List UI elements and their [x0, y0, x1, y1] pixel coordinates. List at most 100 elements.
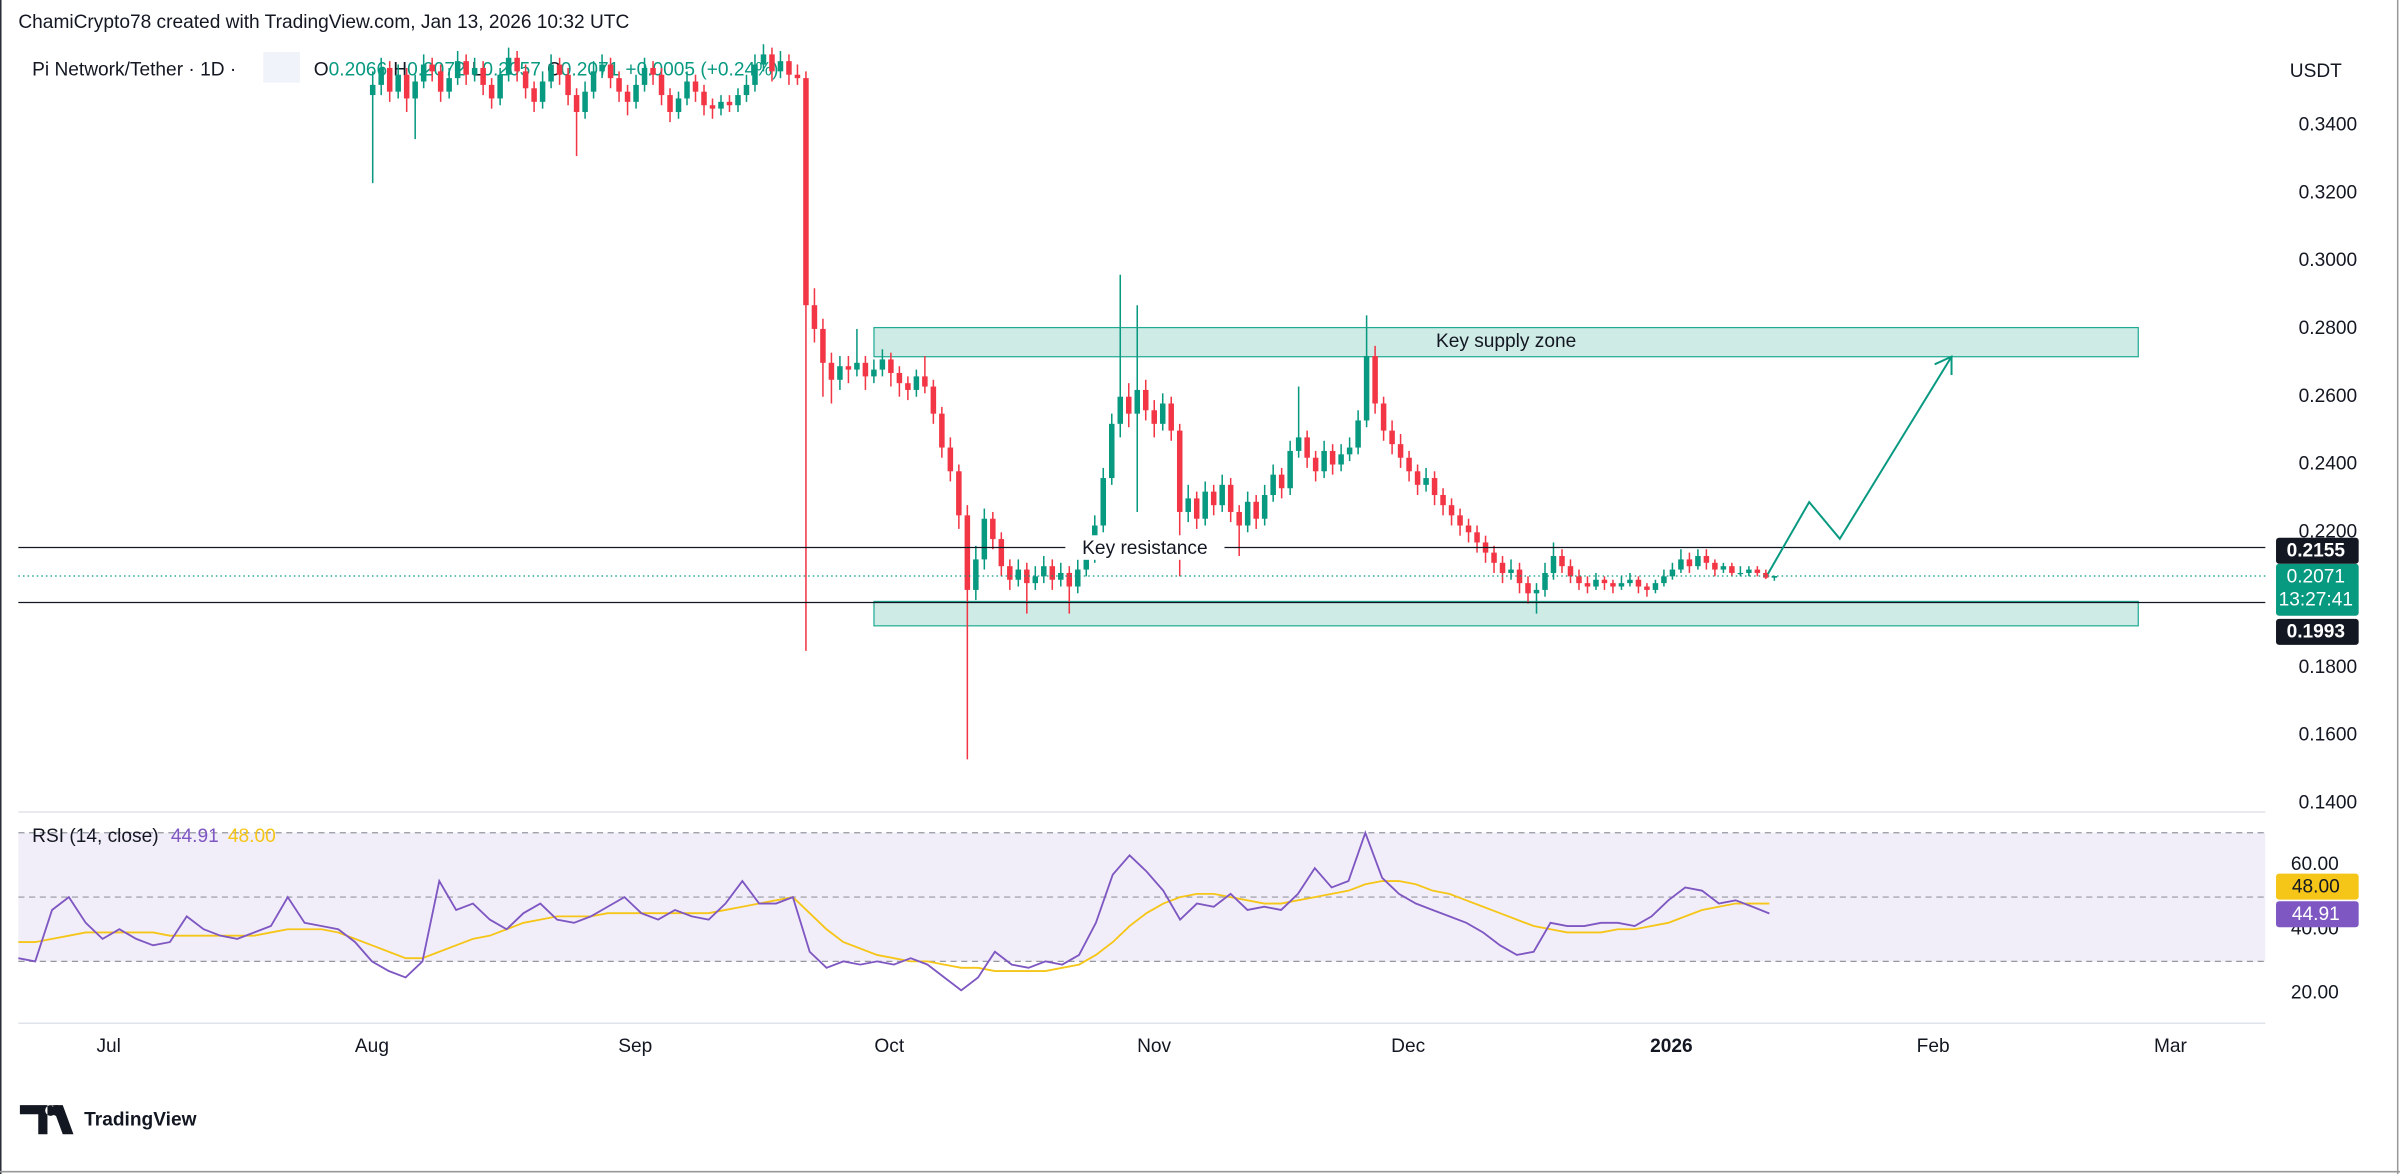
ohlc-label: O [314, 59, 329, 80]
candle-body [828, 362, 835, 380]
candle-body [1210, 491, 1217, 506]
rsi-badge [2276, 873, 2359, 900]
candle-body [1525, 583, 1531, 594]
candle-body [1346, 447, 1353, 455]
current-price: 0.2071 [2287, 567, 2345, 588]
candle-body [1746, 569, 1752, 573]
candle-body [1295, 437, 1302, 451]
candle-body [1763, 572, 1769, 578]
candle-body [862, 362, 869, 377]
candle-body [616, 78, 622, 92]
y-tick-label: 0.1800 [2299, 657, 2358, 678]
candle-body [531, 88, 537, 102]
candle-body [735, 95, 741, 106]
candle-body [1304, 437, 1310, 458]
candle-body [1499, 562, 1506, 573]
candle-body [1576, 576, 1582, 584]
candle-body [964, 515, 971, 590]
zone [873, 326, 2139, 358]
y-tick-label: 0.3200 [2299, 182, 2358, 203]
candle-body [913, 376, 920, 390]
attribution: ChamiCrypto78 created with TradingView.c… [18, 12, 629, 33]
candle-body [1508, 569, 1514, 573]
x-tick-label: Mar [2154, 1036, 2188, 1057]
candle-body [718, 101, 724, 109]
candle-body [930, 386, 937, 414]
candle-body [803, 78, 809, 306]
candle-body [1049, 566, 1056, 580]
candle-body [1686, 559, 1693, 567]
y-tick-label: 20.00 [2291, 983, 2339, 1004]
rsi-line [18, 830, 1770, 992]
candle-body [488, 84, 495, 99]
current-price-badge [2276, 563, 2359, 616]
candle-body [1559, 556, 1565, 567]
line-badge [2276, 618, 2359, 645]
rsi-badge-label: 48.00 [2292, 876, 2340, 897]
candle-body [446, 78, 452, 92]
x-tick-label: Nov [1137, 1036, 1171, 1057]
x-tick-label: Aug [355, 1036, 389, 1057]
candle-body [1185, 498, 1191, 512]
candle-body [1176, 430, 1183, 512]
candle-body [1066, 572, 1073, 587]
candle-body [1712, 562, 1718, 570]
candle-body [1270, 474, 1276, 496]
y-tick-label: 0.3400 [2299, 115, 2358, 136]
candle-body [743, 84, 750, 96]
candle-body [1397, 444, 1404, 458]
candle-body [1287, 450, 1293, 489]
candle-body [675, 98, 682, 113]
brand: TradingView [19, 1105, 197, 1135]
candle-body [1007, 566, 1013, 580]
candle-body [599, 64, 605, 72]
candle-body [820, 328, 826, 363]
candle-body [548, 64, 554, 82]
candle-body [1227, 484, 1234, 512]
candle-body [769, 54, 775, 72]
candle-body [1448, 505, 1455, 516]
x-tick-label: Dec [1391, 1036, 1425, 1057]
y-tick-label: 0.1400 [2299, 792, 2358, 813]
candle-body [480, 67, 486, 85]
candle-body [1083, 556, 1090, 570]
candle-body [1695, 556, 1701, 567]
x-tick-label: Oct [874, 1036, 904, 1057]
ohlc-value: 0.2057 [482, 59, 540, 80]
candle-body [1109, 423, 1115, 479]
candle-body [1142, 389, 1149, 411]
candle-body [1261, 495, 1268, 519]
rsi-badge [2276, 901, 2359, 928]
candle-body [582, 91, 588, 113]
rsi-ma-line [18, 880, 1770, 972]
candle-body [1533, 589, 1540, 594]
candle-body [1363, 356, 1370, 421]
candle-body [990, 518, 996, 540]
candle-body [692, 81, 699, 92]
candle-body [786, 61, 792, 75]
candle-body [1236, 511, 1242, 526]
candle-body [1754, 569, 1761, 573]
line-badge-label: 0.2155 [2287, 541, 2346, 562]
candle-body [888, 359, 894, 373]
candle-body [1380, 403, 1387, 431]
candle-body [1219, 484, 1225, 506]
y-tick-label: 0.2400 [2299, 454, 2358, 475]
candle-body [505, 57, 512, 75]
candle-body [369, 84, 376, 96]
candle-body [1720, 566, 1727, 570]
candle-body [667, 95, 673, 113]
ohlc-value: 0.2066 [329, 59, 388, 80]
candle-body [1015, 569, 1022, 580]
candle-body [420, 64, 427, 82]
candle-body [684, 81, 690, 99]
candle-body [1593, 579, 1599, 587]
candle-body [939, 413, 945, 448]
candle-body [1550, 556, 1557, 573]
candle-body [1075, 569, 1081, 587]
line-label-bg [1065, 535, 1225, 560]
candle-body [573, 95, 580, 113]
rsi-value: 44.91 [171, 826, 219, 847]
candle-body [1457, 515, 1463, 526]
